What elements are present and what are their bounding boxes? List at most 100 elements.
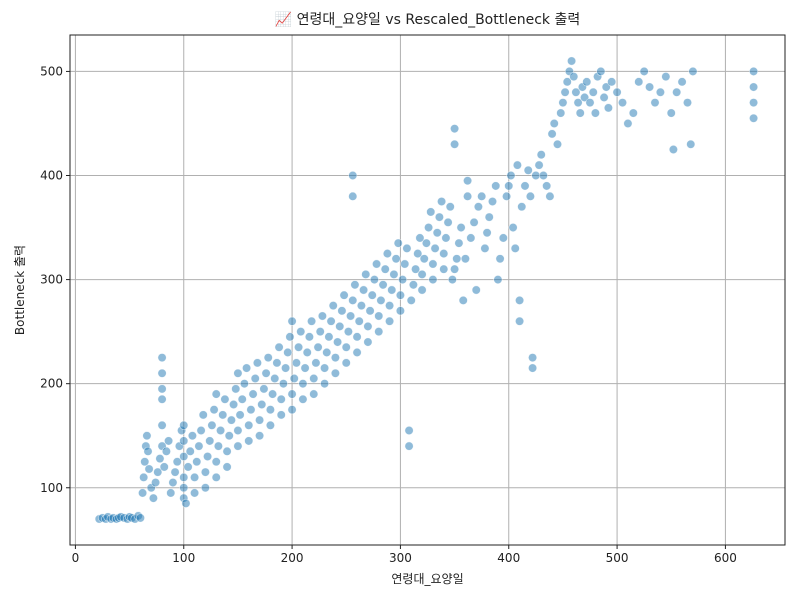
scatter-point <box>200 483 210 493</box>
scatter-point <box>287 389 297 399</box>
scatter-point <box>330 353 340 363</box>
scatter-point <box>148 493 158 503</box>
scatter-point <box>341 358 351 368</box>
chart-title: 📈 연령대_요양일 vs Rescaled_Bottleneck 출력 <box>275 11 580 28</box>
scatter-point <box>421 238 431 248</box>
scatter-point <box>311 358 321 368</box>
scatter-point <box>538 171 548 181</box>
scatter-point <box>374 311 384 321</box>
scatter-point <box>190 472 200 482</box>
scatter-point <box>491 181 501 191</box>
scatter-point <box>385 301 395 311</box>
scatter-point <box>515 316 525 326</box>
scatter-point <box>556 108 566 118</box>
scatter-point <box>369 275 379 285</box>
scatter-point <box>183 462 193 472</box>
scatter-point <box>677 77 687 87</box>
scatter-point <box>562 77 572 87</box>
x-tick-label: 500 <box>606 551 629 565</box>
scatter-point <box>326 316 336 326</box>
plot-frame <box>69 34 786 546</box>
scatter-point <box>166 488 176 498</box>
scatter-point <box>157 353 167 363</box>
scatter-point <box>402 243 412 253</box>
scatter-point <box>153 467 163 477</box>
x-tick-label: 200 <box>281 551 304 565</box>
scatter-point <box>603 103 613 113</box>
scatter-point <box>547 129 557 139</box>
scatter-point <box>211 389 221 399</box>
scatter-point <box>661 72 671 82</box>
scatter-point <box>617 98 627 108</box>
scatter-point <box>404 441 414 451</box>
scatter-point <box>395 290 405 300</box>
x-tick-label: 100 <box>172 551 195 565</box>
scatter-point <box>164 436 174 446</box>
y-axis-label: Bottleneck 출력 <box>13 245 27 335</box>
scatter-point <box>298 379 308 389</box>
scatter-point <box>650 98 660 108</box>
scatter-point <box>502 191 512 201</box>
scatter-point <box>523 165 533 175</box>
scatter-point <box>385 316 395 326</box>
scatter-point <box>445 202 455 212</box>
scatter-point <box>585 98 595 108</box>
scatter-point <box>749 113 759 123</box>
scatter-point <box>270 373 280 383</box>
scatter-point <box>406 295 416 305</box>
scatter-point <box>350 280 360 290</box>
scatter-point <box>469 217 479 227</box>
scatter-point <box>363 321 373 331</box>
y-tick-label: 200 <box>40 377 63 391</box>
scatter-point <box>283 347 293 357</box>
scatter-point <box>233 426 243 436</box>
scatter-point <box>450 139 460 149</box>
scatter-point <box>220 394 230 404</box>
scatter-point <box>144 464 154 474</box>
scatter-point <box>471 285 481 295</box>
ticks-layer: 0 100 200 300 400 500 600 100 200 300 400 500 <box>40 64 737 565</box>
scatter-point <box>508 223 518 233</box>
scatter-point <box>437 197 447 207</box>
scatter-point <box>391 254 401 264</box>
y-tick-label: 500 <box>40 64 63 78</box>
scatter-point <box>179 420 189 430</box>
x-tick-label: 600 <box>714 551 737 565</box>
scatter-point <box>582 77 592 87</box>
scatter-point <box>560 87 570 97</box>
scatter-point <box>304 332 314 342</box>
scatter-point <box>140 457 150 467</box>
scatter-point <box>276 394 286 404</box>
scatter-point <box>235 410 245 420</box>
scatter-point <box>639 66 649 76</box>
scatter-point <box>205 436 215 446</box>
scatter-point <box>200 467 210 477</box>
scatter-point <box>294 342 304 352</box>
scatter-point <box>216 426 226 436</box>
scatter-point <box>688 66 698 76</box>
scatter-point <box>231 384 241 394</box>
y-tick-label: 300 <box>40 273 63 287</box>
scatter-point <box>482 228 492 238</box>
scatter-point <box>198 410 208 420</box>
scatter-point <box>302 347 312 357</box>
scatter-point <box>203 452 213 462</box>
scatter-point <box>512 160 522 170</box>
scatter-point <box>374 327 384 337</box>
scatter-point <box>417 269 427 279</box>
scatter-point <box>393 238 403 248</box>
scatter-point <box>528 353 538 363</box>
scatter-point <box>447 275 457 285</box>
scatter-point <box>224 431 234 441</box>
scatter-point <box>237 394 247 404</box>
scatter-point <box>181 498 191 508</box>
scatter-point <box>528 363 538 373</box>
scatter-point <box>484 212 494 222</box>
scatter-point <box>296 327 306 337</box>
scatter-point <box>309 373 319 383</box>
scatter-point <box>255 415 265 425</box>
scatter-point <box>439 264 449 274</box>
scatter-point <box>367 290 377 300</box>
scatter-point <box>573 98 583 108</box>
scatter-point <box>473 202 483 212</box>
